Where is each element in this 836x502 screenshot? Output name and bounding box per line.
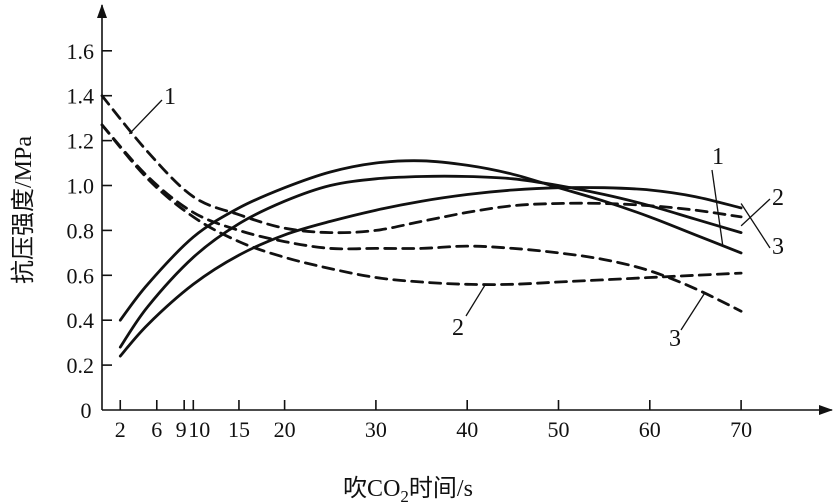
- label-leader-line: [680, 292, 706, 331]
- x-tick-label: 60: [639, 417, 661, 442]
- x-axis-label: 吹CO2时间/s: [343, 475, 473, 502]
- series-label-dashed-2: 2: [452, 315, 464, 341]
- y-tick-label: 0.8: [67, 218, 95, 243]
- y-tick-label: 1.2: [67, 129, 95, 154]
- y-tick-label: 0.4: [67, 308, 95, 333]
- x-ticks: 2 6 9 10 15 20 30 40 50 60 70: [115, 400, 752, 442]
- y-axis-label: 抗压强度/MPa: [10, 136, 37, 284]
- x-tick-label: 9: [176, 417, 187, 442]
- y-tick-label: 1.4: [67, 84, 95, 109]
- x-tick-label: 10: [188, 417, 210, 442]
- y-tick-label: 1.0: [67, 174, 95, 199]
- x-tick-label: 6: [151, 417, 162, 442]
- x-axis-label-subscript: 2: [400, 487, 409, 502]
- series-label-dashed-1: 1: [164, 84, 176, 110]
- x-tick-label: 20: [274, 417, 296, 442]
- label-leader-line: [740, 203, 771, 249]
- label-leader-line: [128, 99, 163, 135]
- y-axis-label-text: 抗压强度/MPa: [10, 136, 37, 284]
- series-line-solid-1: [118, 159, 743, 322]
- series-label-solid-2: 2: [772, 185, 784, 211]
- x-axis-label-suffix: 时间/s: [409, 475, 473, 502]
- x-tick-label: 30: [365, 417, 387, 442]
- y-ticks: 0.2 0.4 0.6 0.8 1.0 1.2 1.4 1.6: [67, 39, 112, 378]
- series-labels: 1 2 3 1 2 3: [128, 84, 784, 352]
- origin-label: 0: [81, 398, 92, 423]
- x-tick-label: 40: [456, 417, 478, 442]
- x-tick-label: 15: [228, 417, 250, 442]
- series-label-solid-1: 1: [712, 144, 724, 170]
- series-line-dashed-3: [100, 123, 743, 313]
- series-line-dashed-1: [100, 94, 743, 235]
- label-leader-line: [711, 169, 724, 247]
- x-tick-label: 50: [548, 417, 570, 442]
- series-line-dashed-2: [100, 123, 743, 286]
- series-line-solid-2: [118, 174, 743, 349]
- series-line-solid-3: [118, 186, 743, 358]
- series-label-solid-3: 3: [772, 234, 784, 260]
- y-tick-label: 1.6: [67, 39, 95, 64]
- x-axis-label-text: 吹CO: [343, 475, 400, 502]
- x-tick-label: 70: [730, 417, 752, 442]
- label-leader-line: [465, 283, 487, 317]
- y-tick-label: 0.6: [67, 263, 95, 288]
- label-leader-line: [740, 198, 771, 227]
- series-label-dashed-3: 3: [669, 326, 681, 352]
- x-tick-label: 2: [115, 417, 126, 442]
- y-tick-label: 0.2: [67, 353, 95, 378]
- curves: [100, 94, 743, 358]
